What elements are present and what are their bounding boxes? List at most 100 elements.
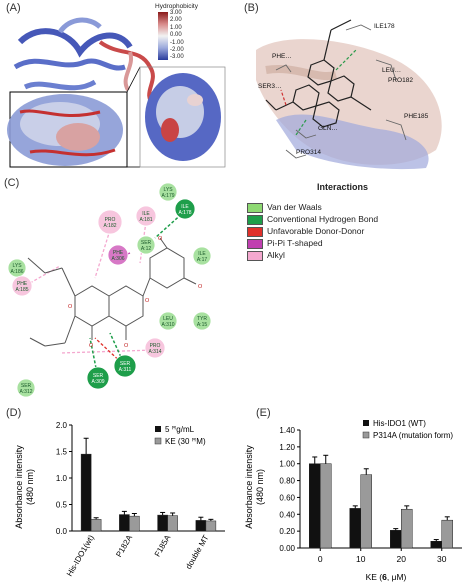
residue-label: PRO314 [296, 149, 321, 156]
surface-right [145, 73, 221, 161]
panel-a-label: (A) [6, 2, 21, 14]
residue-number: A:310 [161, 322, 174, 328]
colorbar-title: Hydrophobicity [155, 3, 198, 10]
x-axis-label: KE (6, μM) [366, 572, 407, 582]
residue-name: SER [93, 373, 104, 379]
svg-text:O: O [89, 343, 94, 349]
protein-ribbon [13, 17, 157, 109]
residue-label: ILE178 [374, 23, 395, 30]
legend-item: Pi-Pi T-shaped [247, 238, 323, 249]
y-tick-label: 0.60 [279, 493, 295, 502]
y-tick-label: 0.0 [56, 527, 68, 536]
legend-swatch-gray [362, 431, 370, 439]
x-tick-label: 0 [318, 554, 323, 564]
colorbar-ticks: 3.00 2.00 1.00 0.00 -1.00 -2.00 -3.00 [170, 10, 184, 62]
legend-item: Unfavorable Donor-Donor [247, 226, 364, 237]
hydrogen-bond-swatch [247, 214, 263, 225]
panel-c-2d-diagram: OOO OOO PROA:182ILEA:181LYSA:179PHEA:306… [7, 182, 212, 398]
residue-number: A:181 [139, 217, 152, 223]
y-axis-label-unit: (480 nm) [25, 469, 35, 505]
bar [320, 463, 332, 549]
interactions-legend: Interactions Van der Waals Conventional … [247, 182, 462, 262]
colorbar-tick: 3.00 [170, 10, 182, 16]
residue-name: SER [120, 361, 131, 367]
legend-item: Alkyl [247, 250, 285, 261]
residue-label: GLN… [318, 125, 338, 132]
residue-label: PHE185 [404, 113, 429, 120]
residue-name: LYS [12, 263, 22, 269]
y-tick-label: 1.40 [279, 426, 295, 435]
bar [119, 514, 130, 532]
legend-label: Pi-Pi T-shaped [267, 238, 323, 248]
residue-name: ILE [181, 204, 189, 210]
residue-number: A:179 [161, 193, 174, 199]
residue-number: A:314 [148, 349, 161, 355]
svg-text:O: O [198, 284, 203, 290]
panel-e-label: (E) [256, 407, 271, 419]
x-tick-label: P182A [114, 533, 134, 559]
donor-donor-swatch [247, 226, 263, 237]
legend-swatch-gray [154, 437, 162, 445]
bar [390, 530, 402, 549]
y-axis-label: Absorbance intensity [244, 445, 254, 529]
residue-number: A:185 [15, 287, 28, 293]
van-der-waals-swatch [247, 202, 263, 213]
legend-label: P314A (mutation form) [373, 431, 453, 440]
bar [195, 520, 207, 532]
y-tick-label: 0.80 [279, 477, 295, 486]
colorbar-tick: -2.00 [170, 47, 184, 54]
y-tick-label: 1.0 [56, 474, 68, 483]
bar [90, 519, 102, 532]
legend-label: Van der Waals [267, 202, 322, 212]
bar [430, 541, 442, 549]
residue-number: A:311 [119, 367, 132, 373]
residue-number: A:17 [197, 257, 208, 263]
residue-number: A:312 [19, 389, 32, 395]
alkyl-swatch [247, 250, 263, 261]
bar [80, 453, 92, 532]
residue-number: A:306 [111, 256, 124, 262]
legend-label: His-IDO1 (WT) [373, 419, 426, 428]
y-axis-label: Absorbance intensity [14, 445, 24, 529]
colorbar-tick: 2.00 [170, 17, 182, 24]
x-tick-label: 30 [437, 554, 447, 564]
residue-name: LYS [163, 187, 173, 193]
panel-b-label: (B) [244, 2, 259, 14]
residue-label: LEU… [382, 67, 401, 74]
residue-number: A:309 [91, 379, 104, 385]
residue-name: SER [141, 240, 152, 246]
x-tick-label: 10 [356, 554, 366, 564]
x-tick-label: His-IDO1(wt) [65, 533, 96, 578]
ligand-skeleton [27, 237, 197, 347]
legend-label: KE (30 ꟸM) [165, 437, 206, 446]
residue-name: PRO [105, 217, 116, 223]
legend-label: 5 ꟸg/mL [165, 425, 195, 434]
svg-text:O: O [124, 343, 129, 349]
legend-item: Conventional Hydrogen Bond [247, 214, 378, 225]
legend-item: Van der Waals [247, 202, 322, 213]
y-tick-label: 0.40 [279, 510, 295, 519]
colorbar-tick: 1.00 [170, 24, 182, 31]
legend-title: Interactions [317, 182, 369, 192]
y-tick-label: 1.20 [279, 443, 295, 452]
y-tick-label: 1.5 [56, 448, 68, 457]
panel-a-protein-figure [7, 17, 226, 168]
residue-number: A:178 [178, 210, 191, 216]
colorbar-tick: -3.00 [170, 54, 184, 61]
residue-name: SER [21, 383, 32, 389]
bar [360, 474, 372, 549]
surface-zoom [7, 94, 123, 166]
y-tick-label: 0.20 [279, 527, 295, 536]
panel-c-label: (C) [4, 177, 20, 189]
legend-swatch-black [363, 420, 369, 426]
